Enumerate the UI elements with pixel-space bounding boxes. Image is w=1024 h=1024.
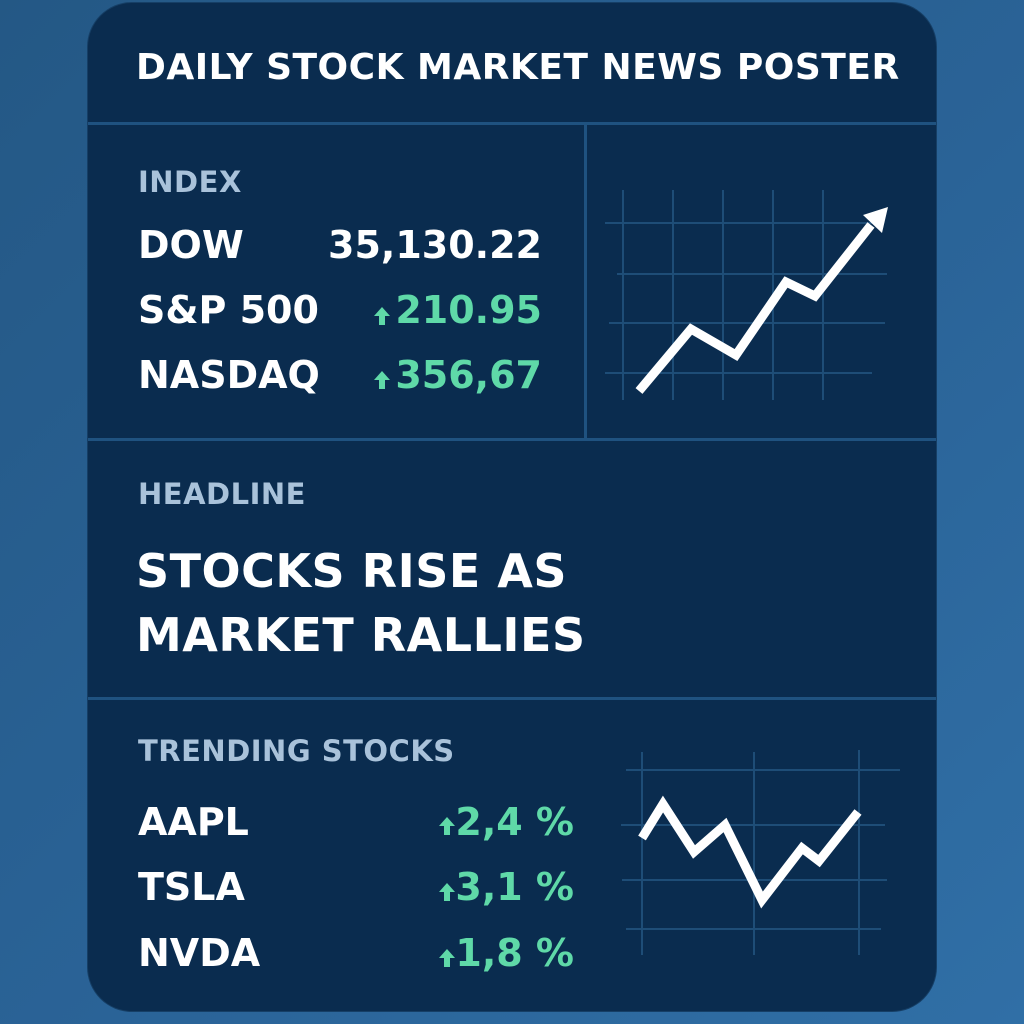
headline-text: STOCKS RISE AS MARKET RALLIES	[136, 539, 586, 667]
stock-ticker: AAPL	[138, 800, 249, 844]
index-value: 356,67	[395, 353, 542, 397]
arrow-up-icon	[439, 949, 455, 967]
arrow-up-icon	[439, 817, 455, 835]
index-name: S&P 500	[138, 288, 319, 332]
index-value: 35,130.22	[328, 223, 542, 267]
stock-change: 3,1 %	[455, 865, 574, 909]
stock-ticker: TSLA	[138, 865, 245, 909]
trend-up-arrow-chart-icon	[605, 190, 888, 400]
index-name: DOW	[138, 223, 244, 267]
arrow-up-icon	[439, 883, 455, 901]
arrow-up-icon	[374, 307, 390, 325]
divider	[88, 697, 936, 700]
arrow-up-icon	[374, 371, 390, 389]
stock-change: 2,4 %	[455, 800, 574, 844]
index-value: 210.95	[395, 288, 542, 332]
poster-panel: DAILY STOCK MARKET NEWS POSTER INDEX DOW…	[88, 3, 936, 1011]
zigzag-line-chart-icon	[621, 750, 900, 955]
headline-line-1: STOCKS RISE AS	[136, 544, 567, 598]
headline-line-2: MARKET RALLIES	[136, 608, 586, 662]
divider	[584, 123, 587, 439]
stock-change: 1,8 %	[455, 931, 574, 975]
headline-section-label: HEADLINE	[138, 477, 306, 511]
divider	[88, 122, 936, 125]
index-section-label: INDEX	[138, 165, 242, 199]
poster-title: DAILY STOCK MARKET NEWS POSTER	[136, 47, 900, 88]
trending-section-label: TRENDING STOCKS	[138, 734, 455, 768]
stock-ticker: NVDA	[138, 931, 261, 975]
index-name: NASDAQ	[138, 353, 320, 397]
divider	[88, 438, 936, 441]
